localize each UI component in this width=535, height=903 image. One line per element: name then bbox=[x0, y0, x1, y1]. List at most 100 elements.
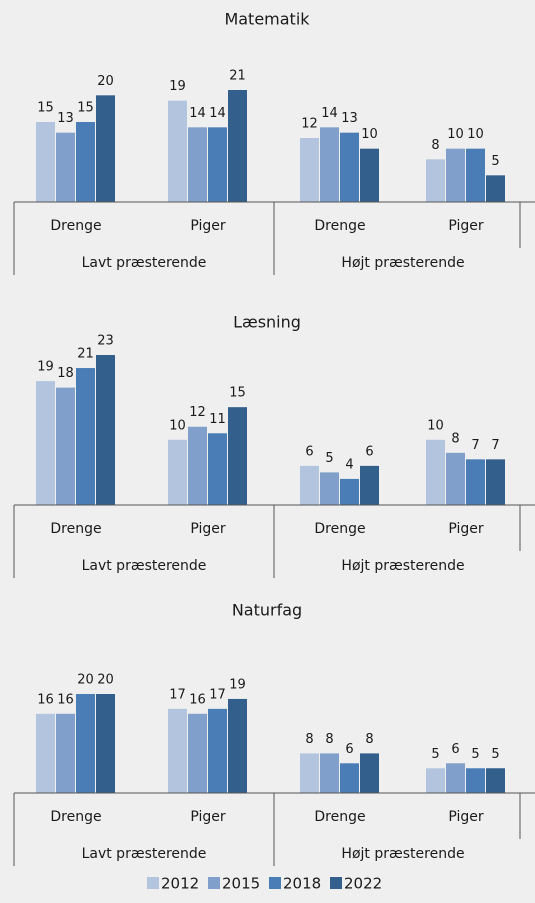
value-label: 18 bbox=[57, 366, 74, 381]
bar bbox=[96, 694, 115, 793]
group-label: Lavt præsterende bbox=[82, 558, 207, 574]
bar bbox=[300, 753, 319, 793]
bar bbox=[340, 763, 359, 793]
value-label: 14 bbox=[321, 106, 338, 121]
category-label: Piger bbox=[190, 521, 226, 537]
category-label: Drenge bbox=[314, 809, 365, 825]
value-label: 15 bbox=[229, 386, 246, 401]
value-label: 16 bbox=[57, 692, 74, 707]
bar bbox=[426, 439, 445, 505]
value-label: 19 bbox=[37, 360, 54, 375]
value-label: 14 bbox=[189, 106, 206, 121]
value-label: 5 bbox=[471, 747, 479, 762]
chart-title: Læsning bbox=[233, 313, 301, 332]
value-label: 17 bbox=[209, 687, 226, 702]
bar bbox=[446, 148, 465, 202]
bar bbox=[76, 368, 95, 505]
value-label: 4 bbox=[345, 457, 353, 472]
bar bbox=[446, 452, 465, 505]
value-label: 11 bbox=[209, 412, 226, 427]
value-label: 5 bbox=[431, 747, 439, 762]
bar bbox=[56, 713, 75, 793]
category-label: Drenge bbox=[314, 521, 365, 537]
value-label: 5 bbox=[491, 154, 499, 169]
value-label: 13 bbox=[341, 111, 358, 126]
bar bbox=[36, 713, 55, 793]
bar bbox=[360, 465, 379, 505]
legend-swatch bbox=[269, 877, 281, 889]
legend-label: 2018 bbox=[283, 875, 321, 893]
value-label: 14 bbox=[209, 106, 226, 121]
bar bbox=[426, 768, 445, 793]
value-label: 8 bbox=[431, 138, 439, 153]
value-label: 6 bbox=[345, 742, 353, 757]
value-label: 23 bbox=[97, 334, 114, 349]
group-label: Højt præsterende bbox=[341, 846, 464, 862]
category-label: Drenge bbox=[50, 218, 101, 234]
category-label: Drenge bbox=[50, 521, 101, 537]
bar bbox=[188, 127, 207, 202]
value-label: 5 bbox=[491, 747, 499, 762]
value-label: 21 bbox=[229, 69, 246, 84]
bar bbox=[360, 148, 379, 202]
category-label: Drenge bbox=[50, 809, 101, 825]
bar bbox=[36, 381, 55, 505]
bar bbox=[168, 100, 187, 202]
value-label: 5 bbox=[325, 451, 333, 466]
bar bbox=[486, 459, 505, 505]
bar bbox=[208, 708, 227, 793]
bar bbox=[76, 694, 95, 793]
value-label: 8 bbox=[325, 732, 333, 747]
bar bbox=[360, 753, 379, 793]
bar bbox=[168, 708, 187, 793]
group-label: Lavt præsterende bbox=[82, 846, 207, 862]
legend-label: 2022 bbox=[344, 875, 382, 893]
legend-swatch bbox=[147, 877, 159, 889]
category-label: Piger bbox=[448, 809, 484, 825]
bar bbox=[208, 127, 227, 202]
bar bbox=[426, 159, 445, 202]
value-label: 8 bbox=[451, 431, 459, 446]
value-label: 8 bbox=[365, 732, 373, 747]
value-label: 20 bbox=[97, 673, 114, 688]
bar bbox=[320, 753, 339, 793]
value-label: 12 bbox=[301, 117, 318, 132]
bar bbox=[466, 768, 485, 793]
bar bbox=[188, 713, 207, 793]
bar bbox=[300, 138, 319, 202]
bar bbox=[340, 132, 359, 202]
value-label: 20 bbox=[77, 673, 94, 688]
value-label: 17 bbox=[169, 687, 186, 702]
bar bbox=[208, 433, 227, 505]
value-label: 10 bbox=[427, 418, 444, 433]
bar bbox=[320, 127, 339, 202]
bar bbox=[228, 698, 247, 793]
value-label: 10 bbox=[361, 127, 378, 142]
bar bbox=[76, 122, 95, 202]
value-label: 8 bbox=[305, 732, 313, 747]
value-label: 7 bbox=[491, 438, 499, 453]
category-label: Piger bbox=[448, 218, 484, 234]
bar bbox=[320, 472, 339, 505]
value-label: 7 bbox=[471, 438, 479, 453]
bar bbox=[168, 439, 187, 505]
legend-swatch bbox=[208, 877, 220, 889]
category-label: Piger bbox=[190, 218, 226, 234]
legend-label: 2015 bbox=[222, 875, 260, 893]
value-label: 15 bbox=[37, 101, 54, 116]
value-label: 19 bbox=[169, 79, 186, 94]
category-label: Drenge bbox=[314, 218, 365, 234]
chart-title: Naturfag bbox=[232, 601, 302, 620]
value-label: 21 bbox=[77, 347, 94, 362]
legend-swatch bbox=[330, 877, 342, 889]
chart-title: Matematik bbox=[224, 10, 310, 29]
bar bbox=[486, 768, 505, 793]
value-label: 10 bbox=[169, 418, 186, 433]
value-label: 10 bbox=[467, 127, 484, 142]
value-label: 6 bbox=[305, 444, 313, 459]
bar bbox=[466, 459, 485, 505]
value-label: 12 bbox=[189, 405, 206, 420]
value-label: 19 bbox=[229, 677, 246, 692]
bar bbox=[340, 478, 359, 505]
